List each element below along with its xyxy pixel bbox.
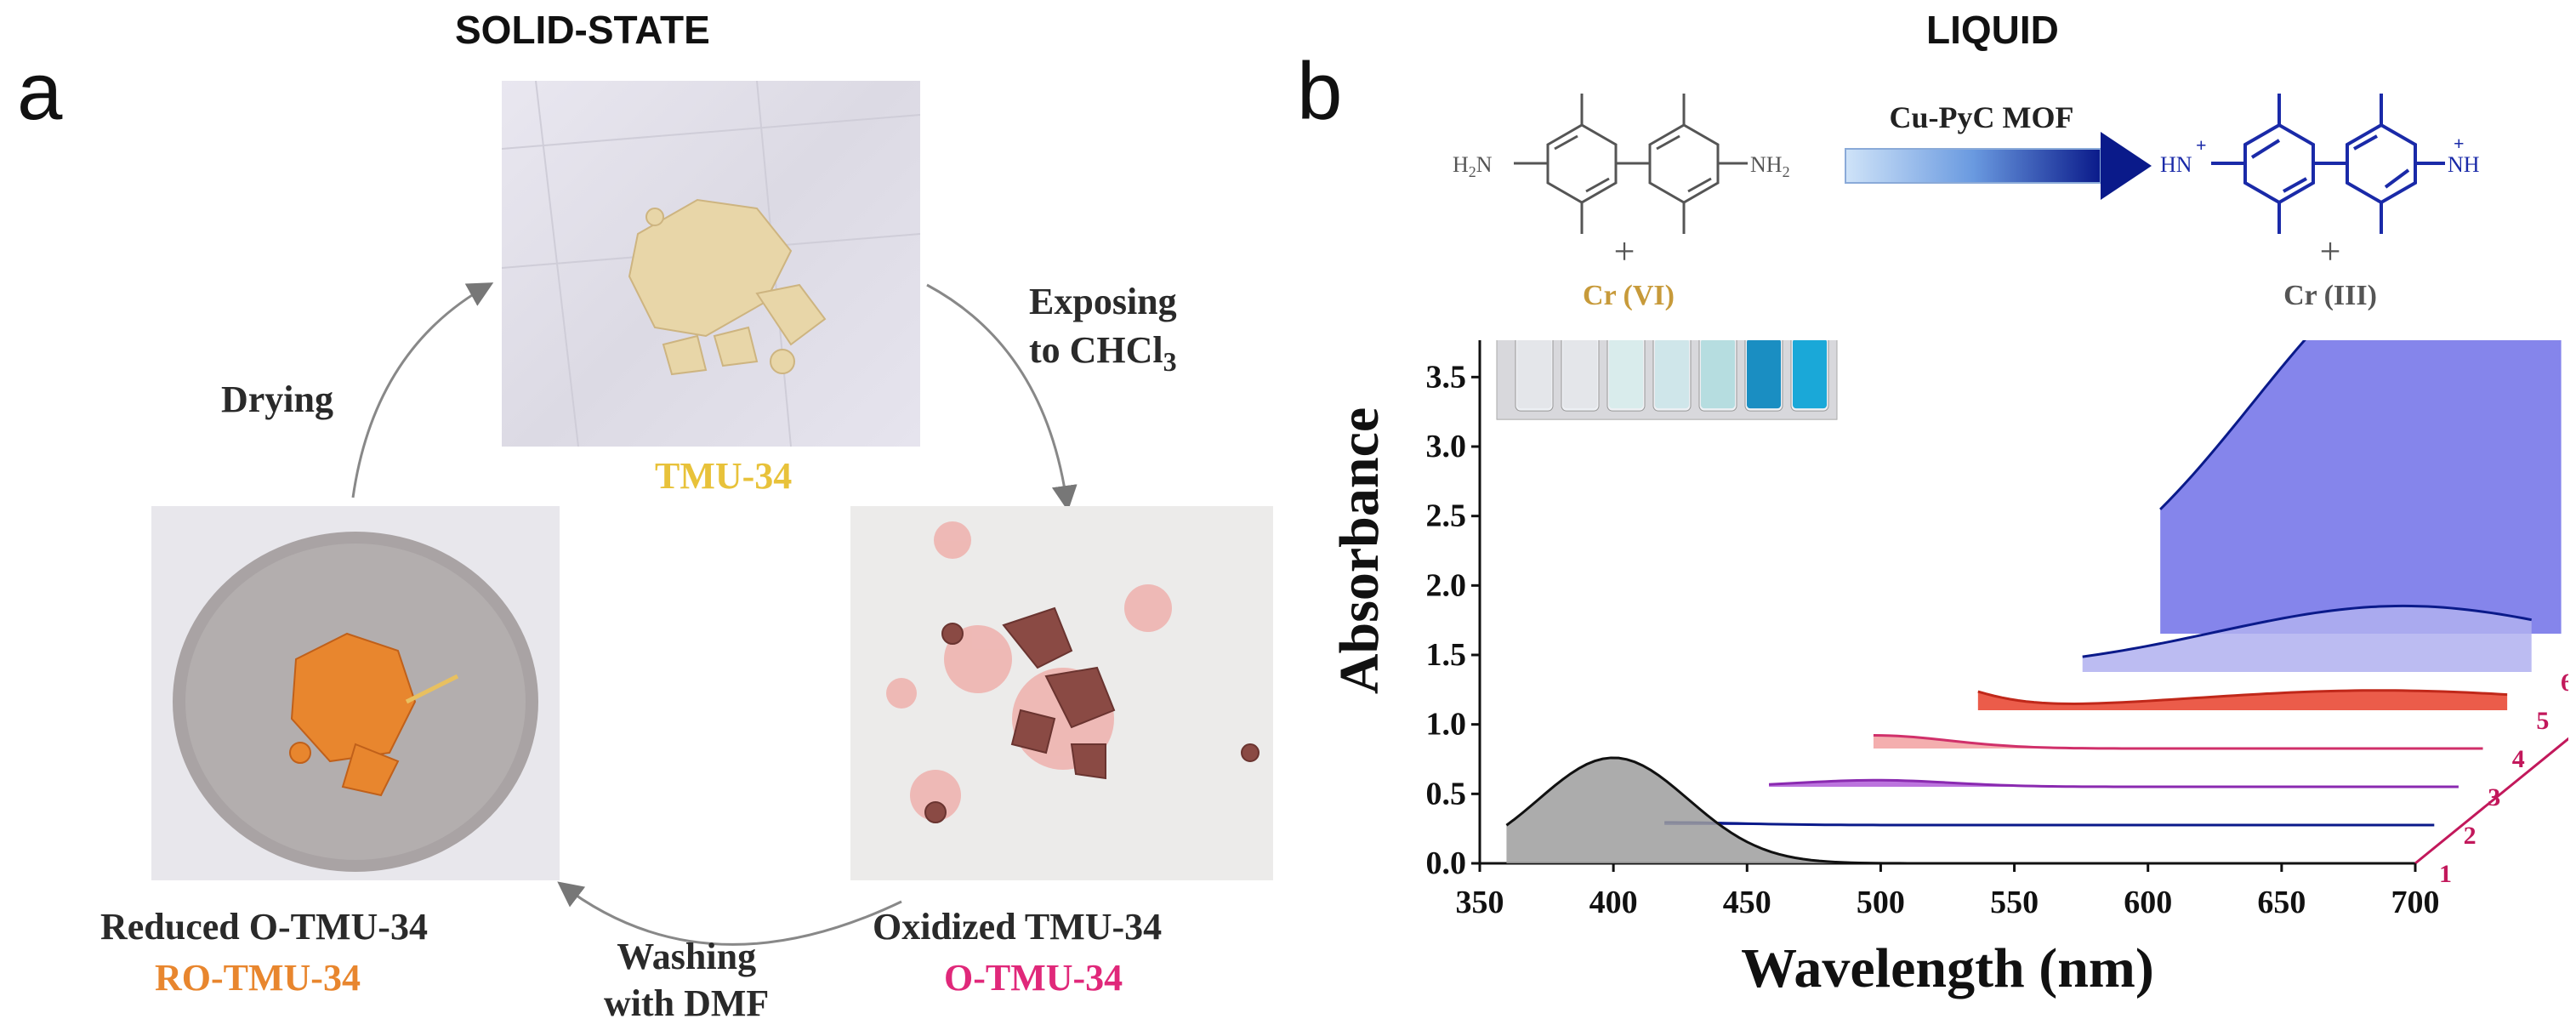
svg-text:+: +	[2320, 231, 2341, 272]
svg-text:+: +	[2454, 133, 2465, 154]
x-tick-label: 650	[2257, 885, 2306, 920]
cycle-arrows	[351, 282, 1078, 946]
series-line-3	[1768, 778, 2459, 788]
panel-a-letter: a	[17, 46, 63, 137]
series-index-1: 1	[2439, 860, 2452, 888]
series-index-5: 5	[2536, 707, 2549, 735]
svg-text:NH: NH	[2448, 152, 2480, 177]
step-washing: Washing with DMF	[604, 936, 770, 1024]
x-tick-label: 450	[1723, 885, 1771, 920]
y-tick-label: 3.5	[1426, 359, 1467, 395]
x-axis-label: Wavelength (nm)	[1741, 937, 2154, 999]
series-fill-3	[1769, 780, 2459, 787]
step-drying: Drying	[221, 379, 333, 420]
caption-o-tmu-34: O-TMU-34	[944, 957, 1123, 999]
product-molecule	[2211, 94, 2445, 234]
y-tick-label: 3.0	[1426, 429, 1467, 464]
y-axis-label: Absorbance	[1328, 407, 1390, 694]
svg-text:Cr (VI): Cr (VI)	[1583, 280, 1675, 311]
x-tick-label: 500	[1857, 885, 1905, 920]
vial-liquid-6	[1747, 340, 1781, 409]
vial-liquid-3	[1609, 340, 1643, 409]
x-tick-label: 550	[1990, 885, 2039, 920]
y-tick-label: 2.5	[1426, 498, 1467, 534]
svg-text:H2N: H2N	[1453, 152, 1493, 180]
y-tick-label: 0.0	[1426, 845, 1467, 881]
series-fill-4	[1873, 735, 2483, 749]
svg-text:Cr (III): Cr (III)	[2283, 280, 2377, 311]
series-index-3: 3	[2488, 783, 2500, 811]
y-tick-label: 1.0	[1426, 707, 1467, 743]
y-tick-label: 2.0	[1426, 567, 1467, 603]
vial-liquid-4	[1655, 340, 1689, 409]
caption-oxidized-tmu-34: Oxidized TMU-34	[873, 906, 1163, 948]
series-index-6: 6	[2561, 669, 2568, 697]
x-tick-label: 400	[1589, 885, 1638, 920]
caption-ro-tmu-34: RO-TMU-34	[155, 957, 361, 999]
series-line-2	[1664, 821, 2435, 827]
series-fill-2	[1664, 822, 2435, 825]
series-line-1	[1505, 756, 2413, 865]
series-index-2: 2	[2464, 822, 2476, 850]
panel-b-title: LIQUID	[1926, 8, 2059, 52]
svg-text:+: +	[2196, 134, 2207, 156]
panel-a-title: SOLID-STATE	[455, 8, 710, 52]
x-tick-label: 350	[1456, 885, 1504, 920]
x-tick-label: 700	[2391, 885, 2440, 920]
vial-liquid-1	[1517, 340, 1551, 409]
reactant-molecule	[1514, 94, 1748, 234]
x-tick-label: 600	[2124, 885, 2172, 920]
svg-text:+: +	[1614, 231, 1635, 272]
photo-o-tmu-34	[850, 506, 1273, 880]
series-line-7	[2159, 340, 2306, 510]
caption-tmu-34: TMU-34	[655, 455, 793, 497]
vial-liquid-2	[1563, 340, 1597, 409]
series-fill-1	[1506, 757, 2413, 863]
series-fill-5	[1977, 690, 2508, 710]
vial-liquid-7	[1793, 340, 1827, 409]
reaction-scheme: H2N NH2 + Cr (VI) Cu-PyC MOF HN + NH + +…	[1453, 94, 2480, 311]
series-line-5	[1977, 689, 2508, 705]
y-tick-label: 0.5	[1426, 776, 1467, 811]
photo-tmu-34	[502, 81, 920, 447]
photo-ro-tmu-34	[151, 506, 560, 880]
catalyst-label: Cu-PyC MOF	[1890, 100, 2074, 134]
series-line-4	[1873, 733, 2483, 750]
series-line-6	[2082, 604, 2532, 658]
series-index-4: 4	[2512, 745, 2525, 773]
series-fill-6	[2082, 606, 2532, 672]
panel-b-letter: b	[1297, 46, 1343, 137]
caption-reduced-o-tmu-34: Reduced O-TMU-34	[100, 906, 428, 948]
vial-liquid-5	[1701, 340, 1735, 409]
svg-text:NH2: NH2	[1750, 152, 1790, 180]
depth-axis	[2414, 737, 2568, 865]
absorbance-chart: 76543210.00.51.01.52.02.53.03.54.04.5350…	[1328, 340, 2568, 999]
y-tick-label: 1.5	[1426, 637, 1467, 673]
series-fill-7	[2160, 340, 2562, 634]
step-exposing: Exposing to CHCl3	[1029, 281, 1177, 377]
svg-text:HN: HN	[2160, 152, 2192, 177]
